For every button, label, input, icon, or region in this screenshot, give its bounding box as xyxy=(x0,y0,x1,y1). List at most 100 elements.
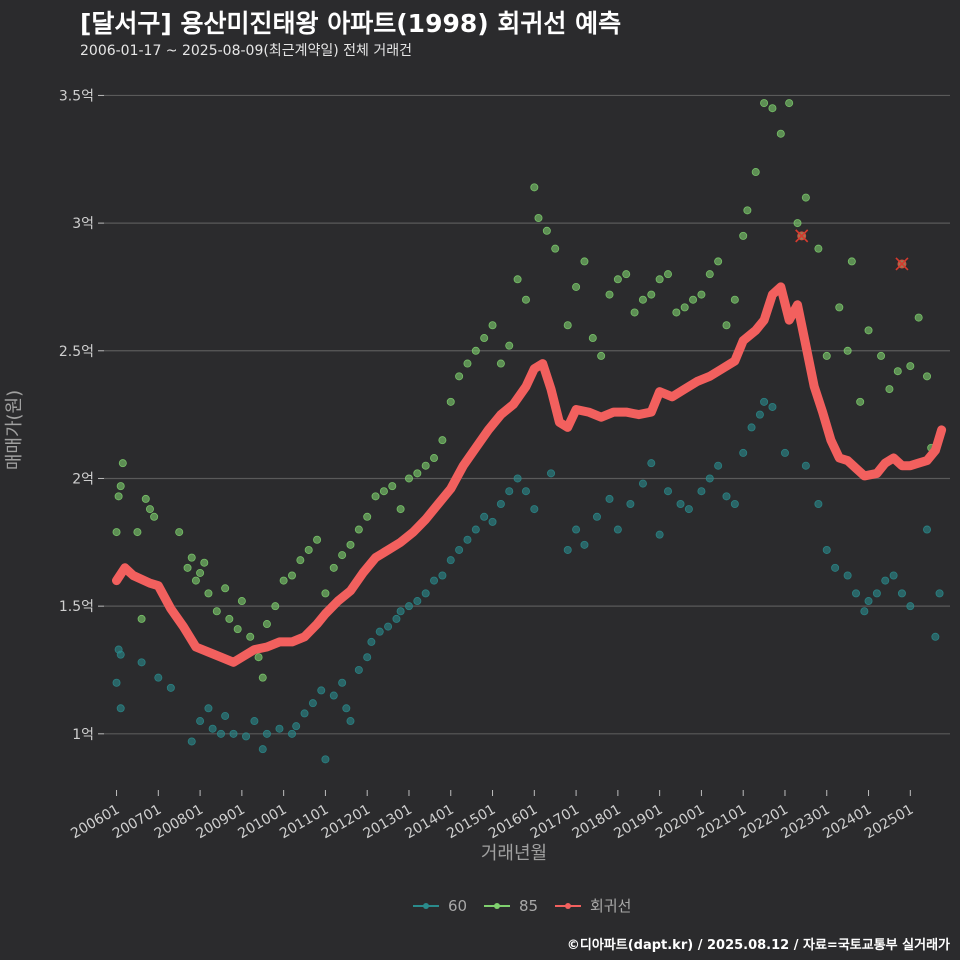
point-85 xyxy=(183,563,192,572)
point-85 xyxy=(768,104,777,113)
point-60 xyxy=(137,658,146,667)
point-85 xyxy=(580,257,589,266)
point-85 xyxy=(133,528,142,537)
point-85 xyxy=(743,206,752,215)
point-60 xyxy=(684,505,693,514)
point-85 xyxy=(471,346,480,355)
point-85 xyxy=(354,525,363,534)
point-85 xyxy=(597,351,606,360)
x-tick-label: 202501 xyxy=(862,802,916,843)
point-85 xyxy=(150,512,159,521)
point-60 xyxy=(446,556,455,565)
legend-label: 60 xyxy=(448,897,467,915)
y-tick-label: 3.5억 xyxy=(59,88,94,104)
point-60 xyxy=(897,589,906,598)
point-60 xyxy=(154,673,163,682)
point-85 xyxy=(137,614,146,623)
point-60 xyxy=(626,499,635,508)
point-85 xyxy=(200,558,209,567)
point-60 xyxy=(384,622,393,631)
point-85 xyxy=(730,295,739,304)
point-85 xyxy=(530,183,539,192)
point-60 xyxy=(831,563,840,572)
point-60 xyxy=(204,704,213,713)
point-60 xyxy=(730,499,739,508)
point-60 xyxy=(480,512,489,521)
point-85 xyxy=(287,571,296,580)
legend: 60 85 회귀선 xyxy=(413,897,631,915)
point-60 xyxy=(242,732,251,741)
point-85 xyxy=(446,397,455,406)
point-60 xyxy=(287,729,296,738)
point-85 xyxy=(438,436,447,445)
point-60 xyxy=(935,589,944,598)
point-85 xyxy=(613,275,622,284)
legend-label: 85 xyxy=(519,897,538,915)
point-85 xyxy=(505,341,514,350)
point-85 xyxy=(246,632,255,641)
point-60 xyxy=(755,410,764,419)
highlight-markers xyxy=(795,229,909,271)
point-85 xyxy=(877,351,886,360)
point-85 xyxy=(739,231,748,240)
point-60 xyxy=(513,474,522,483)
point-85 xyxy=(112,528,121,537)
y-tick-label: 2.5억 xyxy=(59,344,94,360)
point-60 xyxy=(780,448,789,457)
point-85 xyxy=(338,551,347,560)
point-60 xyxy=(321,755,330,764)
point-60 xyxy=(116,650,125,659)
point-85 xyxy=(145,505,154,514)
y-tick-label: 1억 xyxy=(72,727,94,743)
point-60 xyxy=(605,494,614,503)
point-60 xyxy=(801,461,810,470)
point-85 xyxy=(496,359,505,368)
point-60 xyxy=(638,479,647,488)
point-85 xyxy=(225,614,234,623)
point-60 xyxy=(375,627,384,636)
point-85 xyxy=(430,454,439,463)
point-85 xyxy=(605,290,614,299)
point-60 xyxy=(363,653,372,662)
point-85 xyxy=(923,372,932,381)
point-85 xyxy=(296,556,305,565)
point-85 xyxy=(233,625,242,634)
y-tick-label: 3억 xyxy=(72,216,94,232)
regression-line xyxy=(112,282,947,667)
point-60 xyxy=(317,686,326,695)
point-85 xyxy=(258,673,267,682)
point-60 xyxy=(580,540,589,549)
point-60 xyxy=(822,545,831,554)
point-85 xyxy=(751,168,760,177)
point-60 xyxy=(931,632,940,641)
chart-title: [달서구] 용산미진태왕 아파트(1998) 회귀선 예측 xyxy=(80,9,622,38)
point-60 xyxy=(471,525,480,534)
legend-label: 회귀선 xyxy=(590,897,631,915)
point-85 xyxy=(413,469,422,478)
point-60 xyxy=(455,545,464,554)
point-85 xyxy=(379,487,388,496)
point-60 xyxy=(697,487,706,496)
point-85 xyxy=(363,512,372,521)
point-85 xyxy=(814,244,823,253)
point-60 xyxy=(208,724,217,733)
point-85 xyxy=(655,275,664,284)
point-85 xyxy=(313,535,322,544)
point-60 xyxy=(676,499,685,508)
point-60 xyxy=(112,678,121,687)
point-85 xyxy=(421,461,430,470)
legend-swatch-dot xyxy=(565,903,571,909)
point-60 xyxy=(739,448,748,457)
highlight-x-marker xyxy=(795,229,809,243)
point-60 xyxy=(216,729,225,738)
point-85 xyxy=(822,351,831,360)
point-60 xyxy=(292,722,301,731)
point-60 xyxy=(250,717,259,726)
point-60 xyxy=(505,487,514,496)
point-60 xyxy=(354,665,363,674)
point-85 xyxy=(697,290,706,299)
point-85 xyxy=(346,540,355,549)
point-85 xyxy=(672,308,681,317)
point-85 xyxy=(856,397,865,406)
